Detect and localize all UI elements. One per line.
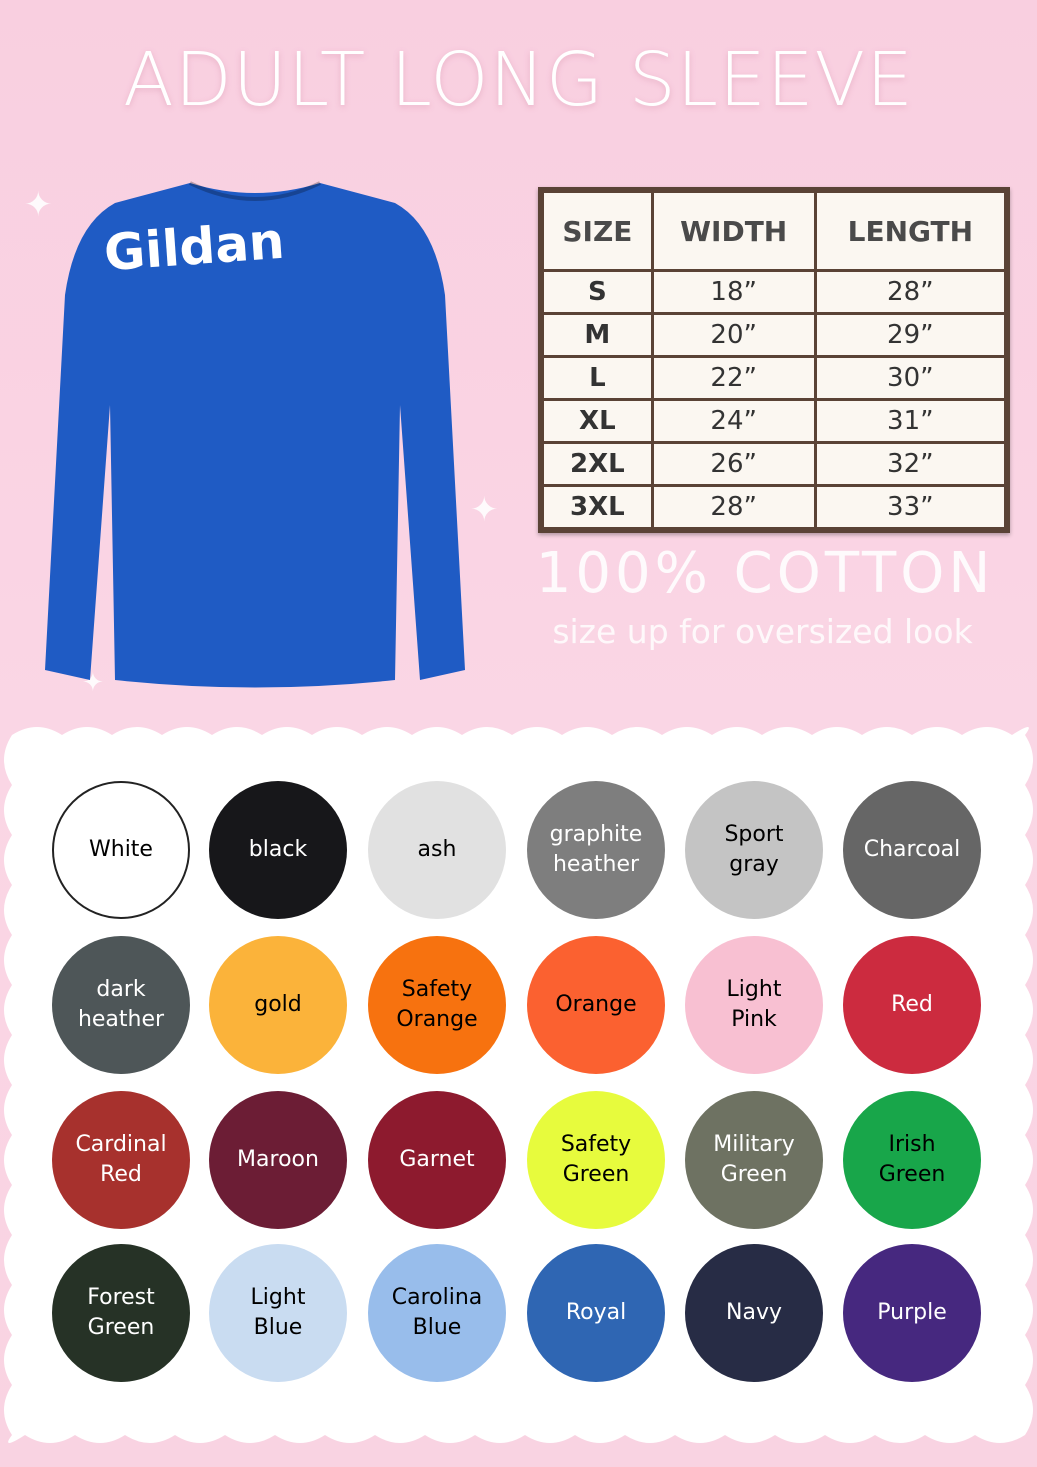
color-swatch-label: Safety Orange [396,977,478,1032]
page-title: ADULT LONG SLEEVE [123,37,914,123]
color-swatch: Cardinal Red [52,1091,190,1229]
color-swatch: Military Green [685,1091,823,1229]
color-swatch-label: Military Green [713,1132,795,1187]
color-swatch-label: Royal [565,1300,627,1325]
color-swatch: White [52,781,190,919]
color-swatch: ash [368,781,506,919]
size-chart-cell: S [539,269,654,315]
color-swatch: graphite heather [527,781,665,919]
size-chart-cell: 32” [813,440,1009,487]
color-swatch-label: Orange [555,992,637,1017]
color-swatch-label: White [89,837,153,862]
color-swatch: Orange [527,936,665,1074]
color-swatch: Light Blue [209,1244,347,1382]
color-swatch: Navy [685,1244,823,1382]
size-chart-cell: M [539,311,654,358]
size-chart-row: M 20” 29” [539,311,1009,358]
size-chart-header: WIDTH [650,190,817,272]
color-swatch-label: Light Blue [250,1285,306,1340]
color-swatch: Charcoal [843,781,981,919]
size-chart-cell: 31” [813,397,1009,444]
color-swatch-label: Light Pink [726,977,782,1032]
size-chart-cell: 26” [650,440,817,487]
color-swatch-label: Cardinal Red [75,1132,167,1187]
color-swatch: Forest Green [52,1244,190,1382]
size-chart-cell: 29” [813,311,1009,358]
star-icon: ✦ [24,185,53,225]
color-swatch: Safety Green [527,1091,665,1229]
size-chart-cell: 30” [813,354,1009,401]
color-swatch-label: Safety Green [560,1132,632,1187]
color-swatch-label: dark heather [77,977,165,1032]
size-chart-row: XL 24” 31” [539,397,1009,444]
color-swatch-label: Sport gray [724,822,784,877]
color-swatch: Royal [527,1244,665,1382]
size-chart-row: 2XL 26” 32” [539,440,1009,487]
color-swatch-label: graphite heather [549,822,643,877]
color-swatch: Irish Green [843,1091,981,1229]
star-icon: ✦ [470,490,499,530]
color-swatch: Garnet [368,1091,506,1229]
color-swatch: dark heather [52,936,190,1074]
color-swatch-label: Purple [877,1300,947,1325]
color-swatch-label: Carolina Blue [391,1285,483,1340]
size-chart-cell: 18” [650,269,817,315]
size-chart-row: L 22” 30” [539,354,1009,401]
color-swatch-label: Maroon [237,1147,319,1172]
color-swatch-label: Charcoal [863,837,961,862]
color-swatch: Sport gray [685,781,823,919]
size-chart-header: SIZE [539,190,654,272]
color-swatch: Purple [843,1244,981,1382]
color-swatch-label: Navy [726,1300,782,1325]
color-swatch: Carolina Blue [368,1244,506,1382]
color-swatch: Red [843,936,981,1074]
color-swatch-label: Forest Green [87,1285,155,1340]
size-chart-cell: 20” [650,311,817,358]
size-chart-cell: 24” [650,397,817,444]
shirt-image [45,181,465,688]
size-chart: SIZE WIDTH LENGTH S 18” 28” M 20” 29” L 22” 30” XL 2… [538,187,1010,533]
color-swatch-label: Garnet [399,1147,475,1172]
size-chart-row: S 18” 28” [539,269,1009,315]
size-chart-cell: 28” [813,269,1009,315]
color-swatch: Light Pink [685,936,823,1074]
color-swatch-label: gold [254,992,302,1017]
sizing-note: size up for oversized look [552,612,973,651]
color-swatch-label: Red [891,992,933,1017]
size-chart-header: LENGTH [813,190,1009,272]
size-chart-cell: XL [539,397,654,444]
color-swatch-label: ash [417,837,457,862]
color-swatch: gold [209,936,347,1074]
size-chart-cell: L [539,354,654,401]
size-chart-cell: 22” [650,354,817,401]
size-chart-row: 3XL 28” 33” [539,483,1009,532]
size-chart-cell: 2XL [539,440,654,487]
color-swatch-label: Irish Green [878,1132,946,1187]
color-swatch: Safety Orange [368,936,506,1074]
size-chart-cell: 33” [813,483,1009,532]
material-label: 100% COTTON [535,541,995,606]
color-swatch-label: black [248,837,308,862]
color-swatch: black [209,781,347,919]
color-swatch: Maroon [209,1091,347,1229]
size-chart-cell: 3XL [539,483,654,532]
size-chart-cell: 28” [650,483,817,532]
